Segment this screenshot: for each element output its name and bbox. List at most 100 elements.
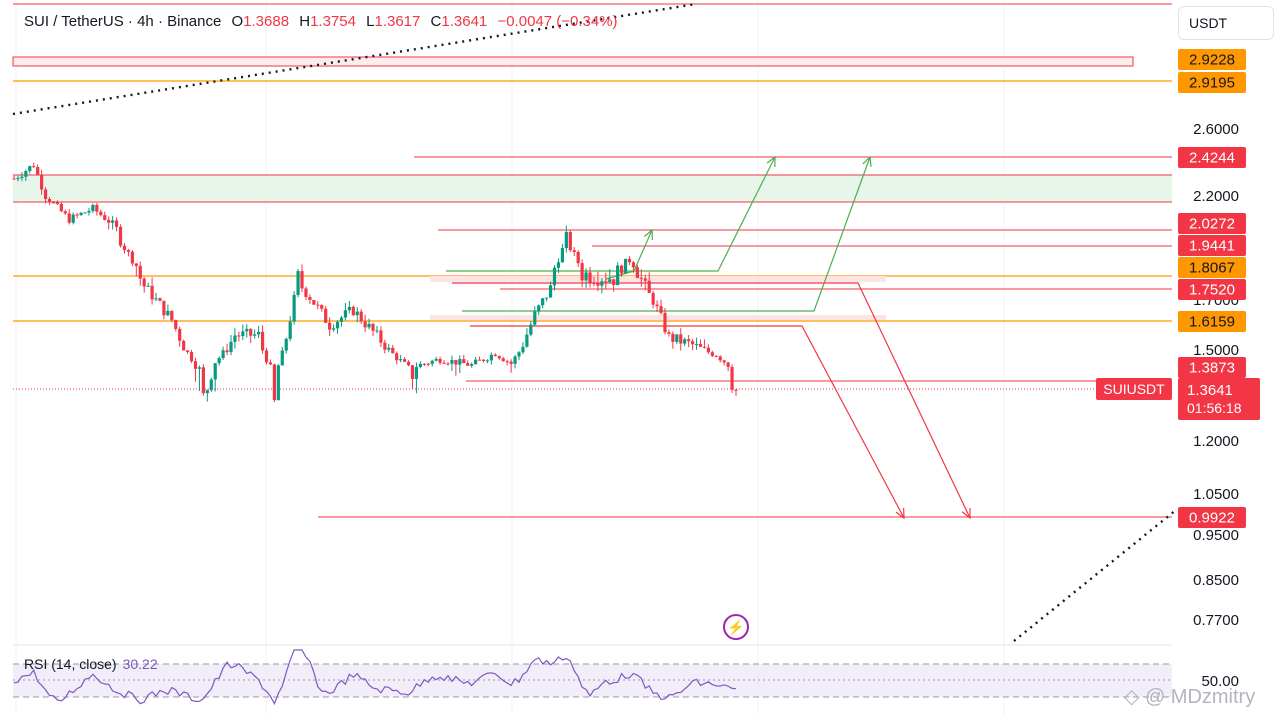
candle-body	[316, 304, 320, 306]
red-arrow-down-2	[470, 325, 905, 519]
candle-body	[59, 203, 63, 212]
candle-body	[667, 332, 671, 334]
candle-body	[683, 339, 687, 344]
candle-body	[118, 226, 123, 246]
candle-body	[154, 298, 158, 300]
pink-zone	[430, 276, 886, 282]
candle-body	[47, 198, 52, 203]
price-badge-label: 2.4244	[1189, 150, 1235, 167]
green-arrow-up-2-head	[862, 155, 872, 168]
y-axis-tick: 1.5000	[1193, 342, 1239, 359]
candle-body	[288, 321, 292, 339]
candle-body	[260, 331, 265, 351]
candle-body	[43, 189, 48, 199]
green-arrow-small	[605, 229, 653, 280]
candle-body	[197, 367, 202, 369]
pink-zone	[430, 315, 886, 320]
candle-body	[351, 306, 355, 316]
candle-body	[134, 263, 138, 266]
candle-body	[253, 334, 257, 336]
candle-body	[564, 231, 568, 249]
candle-body	[205, 390, 209, 394]
candle-body	[387, 347, 391, 350]
candle-body	[481, 359, 486, 361]
candle-body	[489, 354, 493, 361]
candle-body	[529, 324, 533, 335]
candle-body	[229, 341, 233, 353]
price-badge	[1178, 257, 1246, 278]
candle-body	[312, 299, 316, 305]
candle-body	[426, 363, 430, 365]
candle-body	[454, 360, 458, 365]
candle-body	[95, 204, 99, 212]
candle-body	[714, 355, 718, 357]
candle-body	[193, 361, 198, 369]
candle-body	[438, 358, 442, 363]
candle-body	[675, 334, 679, 342]
symbol-tag-label: SUIUSDT	[1103, 381, 1165, 397]
candle-body	[612, 279, 616, 286]
y-axis-tick: 1.2000	[1193, 433, 1239, 450]
candle-body	[237, 335, 241, 337]
watermark: ◇ @ MDzmitry	[1124, 686, 1256, 708]
candle-body	[367, 323, 371, 328]
symbol-label: SUI / TetherUS · 4h · Binance	[24, 13, 222, 30]
candle-body	[32, 166, 36, 168]
y-axis-tick: 0.7700	[1193, 612, 1239, 629]
candle-body	[588, 272, 592, 283]
candle-body	[501, 358, 505, 362]
price-badge-label: 1.9441	[1189, 238, 1235, 255]
candle-body	[702, 346, 707, 348]
price-badge	[1178, 147, 1246, 168]
rsi-header: RSI (14, close) 30.22	[24, 656, 158, 672]
price-badge-label: 1.6159	[1189, 314, 1235, 331]
price-badge	[1178, 357, 1246, 378]
candle-body	[79, 212, 83, 215]
candle-body	[608, 279, 612, 282]
candle-body	[616, 265, 620, 286]
candle-body	[493, 354, 497, 357]
candle-body	[257, 331, 261, 335]
candle-body	[509, 361, 513, 364]
candle-body	[174, 320, 178, 329]
candle-body	[414, 366, 419, 379]
rsi-line	[13, 649, 737, 706]
candle-body	[726, 362, 730, 367]
candle-body	[446, 363, 450, 365]
currency-button[interactable]: USDT	[1178, 6, 1274, 40]
countdown-timer: 01:56:18	[1187, 400, 1242, 416]
candle-body	[355, 311, 359, 316]
green-zone	[13, 175, 1172, 202]
candle-body	[138, 265, 142, 279]
candle-body	[687, 339, 691, 342]
open-label: O	[231, 13, 244, 30]
candle-body	[20, 176, 24, 179]
high-value: 1.3754	[310, 13, 356, 30]
candle-body	[371, 323, 375, 331]
price-badge	[1178, 311, 1246, 332]
candle-body	[320, 305, 324, 309]
candle-body	[533, 311, 537, 325]
candle-body	[623, 258, 628, 274]
candle-body	[679, 334, 683, 344]
lightning-icon[interactable]: ⚡	[723, 614, 749, 640]
candle-body	[643, 278, 647, 281]
candle-body	[36, 167, 40, 175]
candle-body	[663, 312, 667, 333]
candle-body	[477, 359, 482, 361]
candle-body	[40, 174, 44, 190]
candle-body	[710, 352, 714, 356]
candle-body	[126, 250, 131, 252]
candle-body	[691, 341, 695, 345]
candle-body	[406, 361, 411, 366]
candle-body	[698, 343, 703, 347]
candle-body	[245, 328, 249, 332]
candle-body	[158, 298, 162, 301]
candle-body	[525, 334, 529, 347]
candle-body	[470, 364, 474, 366]
price-badge-label: 1.3873	[1189, 360, 1235, 377]
candle-body	[635, 267, 639, 278]
symbol-tag	[1096, 378, 1172, 400]
candle-body	[16, 178, 20, 180]
